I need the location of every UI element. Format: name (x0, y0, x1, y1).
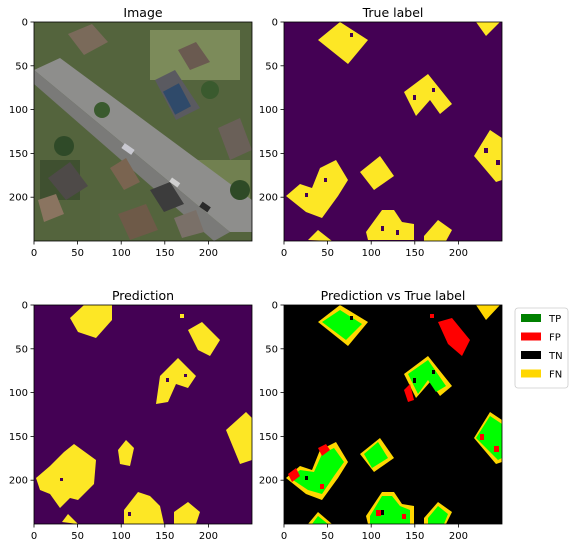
axes-frame (33, 21, 253, 242)
x-tick-label: 150 (405, 531, 424, 542)
axes-frame (33, 304, 253, 525)
legend-label: TP (548, 314, 561, 325)
legend: TP FP TN FN (514, 307, 569, 389)
legend-label: TN (548, 351, 563, 362)
x-tick-label: 50 (71, 531, 84, 542)
x-tick-label: 100 (362, 248, 381, 259)
y-tick-label: 100 (9, 388, 28, 399)
y-tick-label: 100 (9, 105, 28, 116)
legend-swatch (521, 369, 541, 378)
x-tick-label: 0 (281, 531, 287, 542)
y-tick-label: 50 (15, 344, 28, 355)
y-tick-label: 150 (259, 432, 278, 443)
panel-prediction (34, 305, 252, 524)
axes-title: Prediction vs True label (321, 288, 466, 303)
legend-label: FP (549, 333, 561, 344)
y-tick-label: 0 (22, 18, 28, 29)
x-tick-label: 200 (199, 531, 218, 542)
y-tick-label: 150 (259, 149, 278, 160)
x-tick-label: 0 (281, 248, 287, 259)
axes-title: Prediction (112, 288, 174, 303)
y-tick-label: 100 (259, 105, 278, 116)
x-tick-label: 150 (155, 248, 174, 259)
x-tick-label: 50 (321, 248, 334, 259)
legend-frame (514, 307, 569, 389)
y-tick-label: 0 (272, 18, 278, 29)
legend-swatch (521, 351, 541, 359)
y-tick-label: 200 (259, 476, 278, 487)
axes-3: Prediction vs True label 0 50 100 150 200 0 50 1… (259, 288, 503, 542)
panel-image (34, 22, 252, 241)
y-tick-label: 200 (9, 193, 28, 204)
axes-title: True label (362, 5, 424, 20)
axes-frame (283, 21, 503, 242)
x-tick-label: 100 (112, 248, 131, 259)
axes-1: True label 0 50 100 150 200 0 50 100 150 200 (259, 5, 503, 259)
x-tick-label: 200 (449, 248, 468, 259)
panel-true-label (284, 22, 502, 241)
x-tick-label: 50 (71, 248, 84, 259)
y-tick-label: 150 (9, 149, 28, 160)
y-tick-label: 200 (9, 476, 28, 487)
y-tick-label: 50 (265, 344, 278, 355)
x-tick-label: 200 (199, 248, 218, 259)
x-tick-label: 0 (31, 248, 37, 259)
y-tick-label: 150 (9, 432, 28, 443)
legend-swatch (521, 314, 541, 322)
x-tick-label: 150 (155, 531, 174, 542)
y-tick-label: 50 (15, 61, 28, 72)
x-tick-label: 150 (405, 248, 424, 259)
y-tick-label: 0 (22, 301, 28, 312)
x-tick-label: 100 (112, 531, 131, 542)
axes-2: Prediction 0 50 100 150 200 0 50 100 150 200 (9, 288, 253, 542)
x-tick-label: 50 (321, 531, 334, 542)
y-tick-label: 50 (265, 61, 278, 72)
y-tick-label: 100 (259, 388, 278, 399)
axes-frame (283, 304, 503, 525)
y-tick-label: 200 (259, 193, 278, 204)
legend-swatch (521, 332, 541, 341)
y-tick-label: 0 (272, 301, 278, 312)
legend-label: FN (549, 370, 562, 381)
axes-title: Image (123, 5, 162, 20)
x-tick-label: 200 (449, 531, 468, 542)
panel-comparison (284, 305, 502, 524)
x-tick-label: 0 (31, 531, 37, 542)
axes-0: Image 0 50 100 150 200 0 50 100 150 200 (9, 5, 253, 259)
x-tick-label: 100 (362, 531, 381, 542)
